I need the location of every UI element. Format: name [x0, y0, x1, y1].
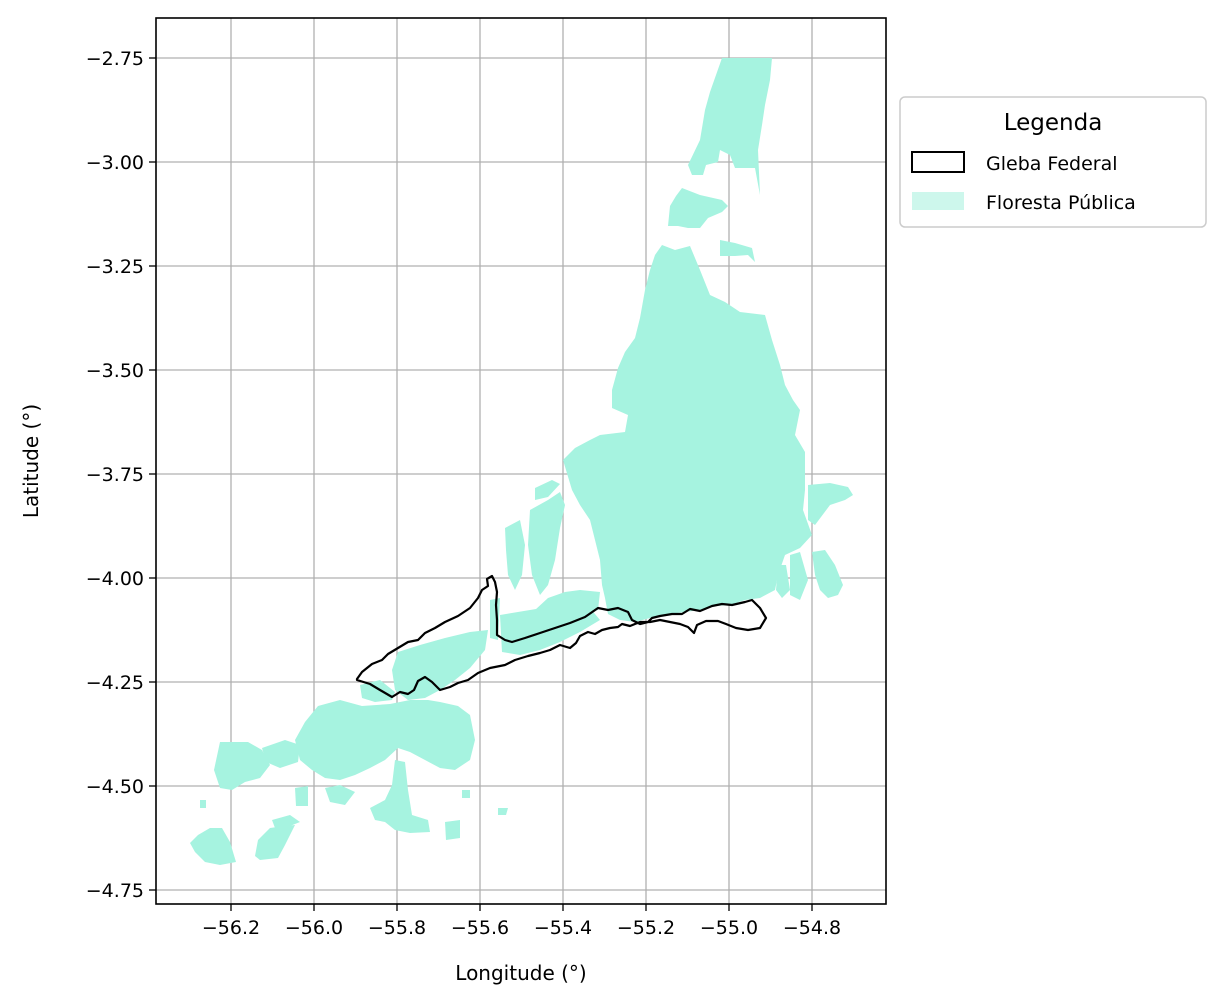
floresta-publica-legend-swatch — [912, 192, 964, 210]
floresta-publica-polygon — [688, 58, 772, 195]
floresta-publica-polygon — [535, 480, 560, 500]
floresta-publica-polygon — [214, 742, 270, 790]
floresta-publica-layer — [190, 58, 853, 865]
floresta-publica-polygon — [808, 483, 853, 525]
x-axis: −56.2 −56.0 −55.8 −55.6 −55.4 −55.2 −55.0 −54.8 — [202, 904, 841, 939]
floresta-publica-polygon — [255, 825, 295, 860]
y-axis-label: Latitude (°) — [19, 404, 43, 518]
x-tick-label: −55.2 — [617, 917, 675, 939]
y-tick-label: −4.00 — [86, 568, 144, 590]
x-tick-label: −56.0 — [285, 917, 343, 939]
legend: Legenda Gleba Federal Floresta Pública — [899, 96, 1207, 228]
floresta-publica-polygon — [668, 188, 728, 228]
floresta-publica-polygon — [498, 808, 508, 815]
floresta-publica-polygon — [200, 800, 206, 808]
y-tick-label: −4.50 — [86, 776, 144, 798]
floresta-publica-polygon — [563, 245, 812, 622]
floresta-publica-polygon — [392, 630, 488, 700]
floresta-publica-polygon — [360, 680, 395, 702]
floresta-publica-polygon — [190, 828, 236, 865]
y-axis: −2.75 −3.00 −3.25 −3.50 −3.75 −4.00 −4.25 −4.50… — [86, 48, 156, 902]
floresta-publica-polygon — [776, 565, 790, 598]
gleba-federal-legend-label: Gleba Federal — [986, 153, 1118, 175]
y-tick-label: −3.75 — [86, 464, 144, 486]
y-tick-label: −3.00 — [86, 152, 144, 174]
axes-frame — [155, 17, 887, 905]
legend-title: Legenda — [1004, 110, 1103, 136]
y-tick-label: −3.50 — [86, 360, 144, 382]
x-axis-label: Longitude (°) — [455, 961, 586, 985]
floresta-publica-polygon — [370, 760, 430, 833]
legend-box — [899, 96, 1207, 228]
floresta-publica-polygon — [295, 786, 308, 806]
floresta-publica-polygon — [272, 815, 300, 828]
y-tick-label: −2.75 — [86, 48, 144, 70]
floresta-publica-polygon — [445, 820, 460, 840]
y-tick-label: −4.75 — [86, 880, 144, 902]
floresta-publica-polygon — [528, 492, 565, 595]
x-tick-label: −55.6 — [451, 917, 509, 939]
x-tick-label: −55.0 — [700, 917, 758, 939]
floresta-publica-polygon — [505, 520, 525, 590]
y-tick-label: −3.25 — [86, 256, 144, 278]
floresta-publica-polygon — [462, 790, 470, 798]
y-tick-label: −4.25 — [86, 672, 144, 694]
gleba-federal-outline — [355, 574, 768, 699]
grid-lines — [156, 18, 886, 904]
floresta-publica-polygon — [295, 700, 475, 780]
floresta-publica-legend-label: Floresta Pública — [986, 192, 1136, 214]
x-tick-label: −55.8 — [368, 917, 426, 939]
floresta-publica-polygon — [262, 740, 300, 768]
floresta-publica-polygon — [790, 552, 808, 600]
floresta-publica-polygon — [812, 550, 843, 598]
x-tick-label: −55.4 — [534, 917, 592, 939]
floresta-publica-polygon — [325, 785, 355, 805]
floresta-publica-polygon — [720, 240, 755, 262]
gleba-federal-legend-swatch — [911, 151, 965, 173]
x-tick-label: −54.8 — [783, 917, 841, 939]
x-tick-label: −56.2 — [202, 917, 260, 939]
